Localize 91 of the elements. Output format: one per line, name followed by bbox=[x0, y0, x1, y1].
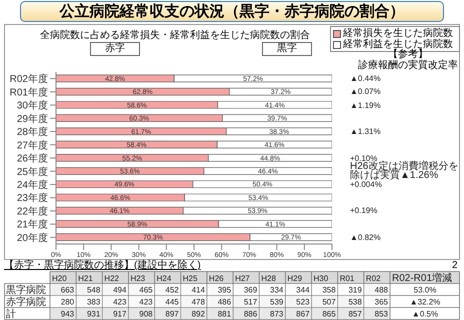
x-tick-label: H27 bbox=[235, 274, 250, 283]
data-label: 486 bbox=[218, 298, 232, 306]
y-tick-label: 赤字病院 bbox=[6, 296, 46, 308]
x-tick-label: H29 bbox=[287, 274, 303, 283]
text: +0.10% bbox=[350, 154, 378, 162]
data-label: 886 bbox=[244, 310, 258, 318]
text: ▲0.5% bbox=[412, 310, 438, 318]
text: ▲0.82% bbox=[350, 232, 382, 242]
text: H26改定は消費増税分を除けば実質▲1.26% bbox=[350, 160, 460, 182]
data-label: 383 bbox=[86, 298, 101, 306]
data-label: 445 bbox=[165, 298, 180, 306]
data-label: 280 bbox=[60, 298, 75, 306]
y-tick-label: 28年度 bbox=[16, 126, 48, 138]
data-label: 365 bbox=[374, 298, 389, 306]
data-label: 507 bbox=[322, 298, 336, 306]
text: 53.0% bbox=[414, 286, 436, 294]
data-label: 538 bbox=[348, 298, 362, 306]
data-label: 478 bbox=[192, 298, 206, 306]
data-label: 465 bbox=[139, 286, 154, 294]
x-tick-label: H28 bbox=[261, 274, 276, 283]
data-label: 897 bbox=[165, 310, 180, 318]
y-tick-label: 黒字病院 bbox=[6, 284, 46, 296]
legend-label: 経常損失を生じた病院数 bbox=[343, 28, 453, 39]
y-tick-label: 30年度 bbox=[16, 100, 48, 112]
text: 赤字 bbox=[90, 42, 140, 56]
data-label: 494 bbox=[113, 286, 127, 294]
data-label: 865 bbox=[322, 310, 336, 318]
data-label: 548 bbox=[86, 286, 101, 294]
chart-title: 公立病院経常収支の状況（黒字・赤字病院の割合） bbox=[20, 1, 444, 22]
data-label: 917 bbox=[113, 310, 127, 318]
text: 【参考】 bbox=[388, 49, 429, 60]
x-tick-label: H25 bbox=[182, 274, 198, 283]
y-tick-label: 22年度 bbox=[16, 205, 48, 218]
x-tick-label: H20 bbox=[52, 274, 68, 283]
data-label: 663 bbox=[60, 286, 75, 294]
x-tick-label: H24 bbox=[156, 274, 172, 283]
data-label: 867 bbox=[296, 310, 310, 318]
data-label: 523 bbox=[296, 298, 310, 306]
legend-label: 経常利益を生じた病院数 bbox=[343, 39, 453, 50]
text: ▲0.44% bbox=[350, 74, 382, 84]
text: ▲1.19% bbox=[350, 100, 382, 110]
data-label: 423 bbox=[139, 298, 154, 306]
chart-subtitle: 全病院数に占める経常損失・経常利益を生じた病院数の割合 bbox=[40, 28, 310, 42]
data-label: 414 bbox=[192, 286, 206, 294]
data-label: 369 bbox=[244, 286, 258, 294]
x-tick-label: H26 bbox=[208, 274, 224, 283]
y-tick-label: 26年度 bbox=[16, 152, 48, 165]
y-tick-label: 24年度 bbox=[16, 179, 48, 192]
x-tick-label: H21 bbox=[78, 274, 94, 283]
x-tick-label: H23 bbox=[130, 274, 146, 283]
x-tick-label: H22 bbox=[104, 274, 120, 283]
y-tick-label: 21年度 bbox=[16, 218, 48, 231]
text: +0.19% bbox=[350, 206, 378, 216]
chart-title: 【赤字・黒字病院数の推移】(建設中を除く) bbox=[4, 260, 201, 271]
y-tick-label: 27年度 bbox=[16, 139, 48, 152]
x-tick-label: R02-R01増減 bbox=[392, 272, 452, 284]
y-tick-label: 29年度 bbox=[16, 112, 48, 125]
x-tick-label: R02 bbox=[366, 274, 382, 283]
text: ▲0.07% bbox=[350, 87, 382, 96]
data-label: 358 bbox=[322, 286, 336, 294]
data-label: 853 bbox=[374, 310, 389, 318]
data-label: 943 bbox=[60, 310, 75, 318]
data-label: 423 bbox=[113, 298, 127, 306]
data-label: 539 bbox=[270, 298, 284, 306]
x-tick-label: H30 bbox=[314, 274, 329, 283]
data-label: 908 bbox=[139, 310, 154, 318]
data-label: 452 bbox=[165, 286, 180, 294]
data-label: 857 bbox=[348, 310, 362, 318]
y-tick-label: 20年度 bbox=[16, 232, 48, 244]
data-label: 517 bbox=[244, 298, 258, 306]
data-label: 334 bbox=[270, 286, 284, 294]
data-label: 892 bbox=[192, 310, 206, 318]
data-label: 873 bbox=[270, 310, 284, 318]
data-label: 319 bbox=[348, 286, 362, 294]
y-tick-label: R02年度 bbox=[10, 73, 48, 86]
text: 黒字 bbox=[262, 42, 312, 56]
y-tick-label: R01年度 bbox=[10, 86, 48, 98]
data-label: 488 bbox=[374, 286, 389, 294]
x-tick-label: R01 bbox=[340, 274, 355, 283]
text: ▲1.31% bbox=[350, 127, 382, 136]
text: ▲32.2% bbox=[410, 298, 440, 306]
data-label: 344 bbox=[296, 286, 310, 294]
y-tick-label: 23年度 bbox=[16, 192, 48, 204]
data-label: 395 bbox=[218, 286, 232, 294]
data-label: 881 bbox=[218, 310, 232, 318]
y-tick-label: 25年度 bbox=[16, 166, 48, 178]
text: 診療報酬の実質改定率 bbox=[357, 60, 459, 71]
y-tick-label: 計 bbox=[6, 308, 16, 320]
text: 2 bbox=[452, 260, 458, 271]
text: +0.004% bbox=[350, 180, 383, 189]
data-label: 931 bbox=[86, 310, 101, 318]
